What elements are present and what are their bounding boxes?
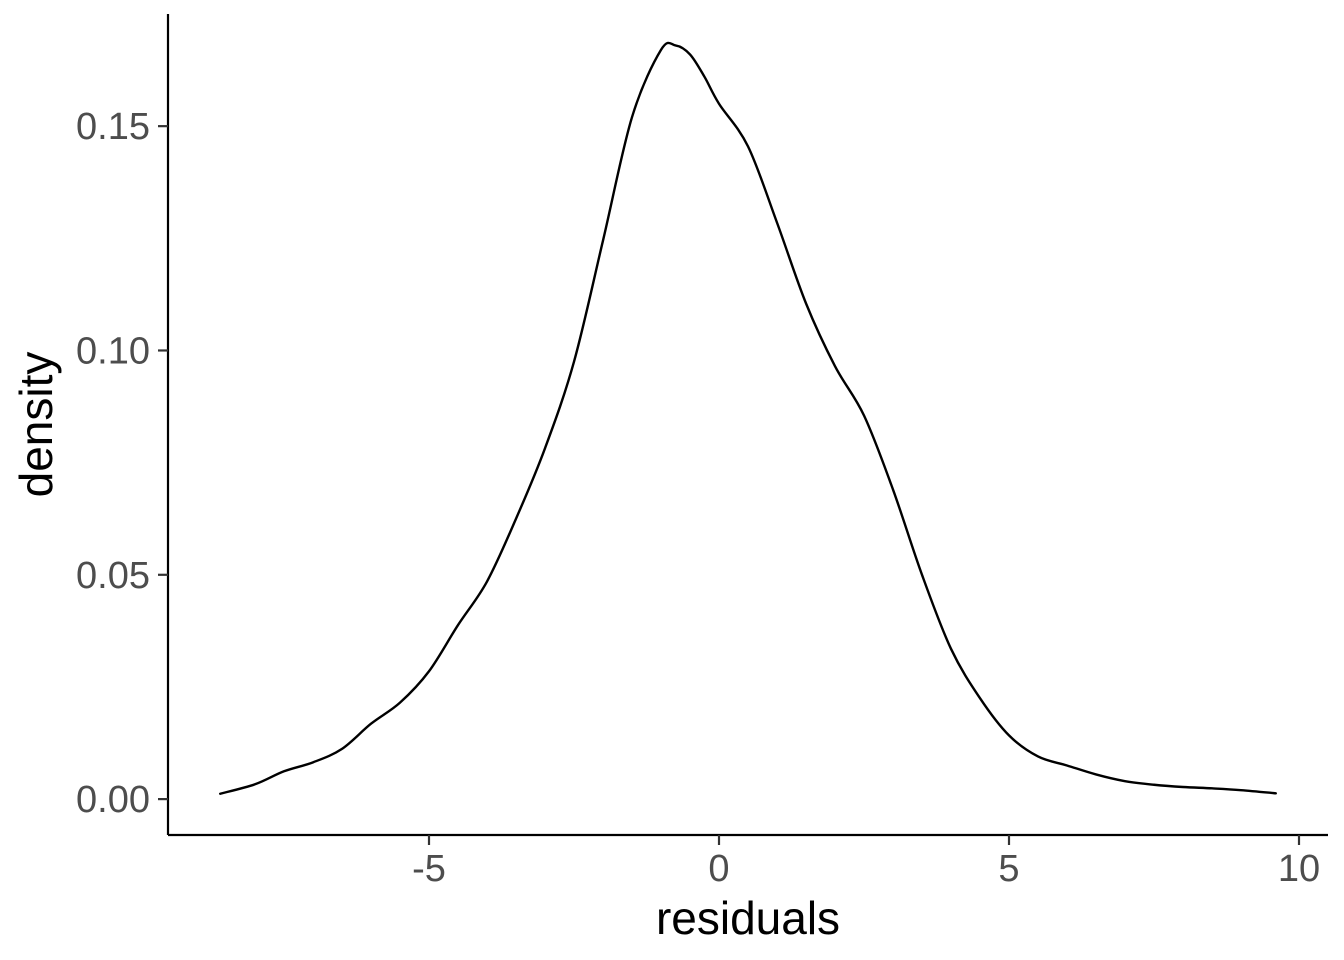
x-tick-label: 0 [708,848,729,890]
x-axis-ticks: -5 0 5 10 [412,835,1320,890]
y-tick-label: 0.10 [76,330,150,372]
x-tick-label: 10 [1278,848,1320,890]
y-tick-label: 0.05 [76,555,150,597]
y-tick-label: 0.15 [76,106,150,148]
plot-area [219,41,1277,795]
y-axis-ticks: 0.00 0.05 0.10 0.15 [76,106,168,821]
y-tick-label: 0.00 [76,779,150,821]
density-curve [219,41,1277,795]
y-axis-title: density [10,352,62,498]
x-axis-title: residuals [656,892,840,944]
x-tick-label: 5 [998,848,1019,890]
x-tick-label: -5 [412,848,446,890]
